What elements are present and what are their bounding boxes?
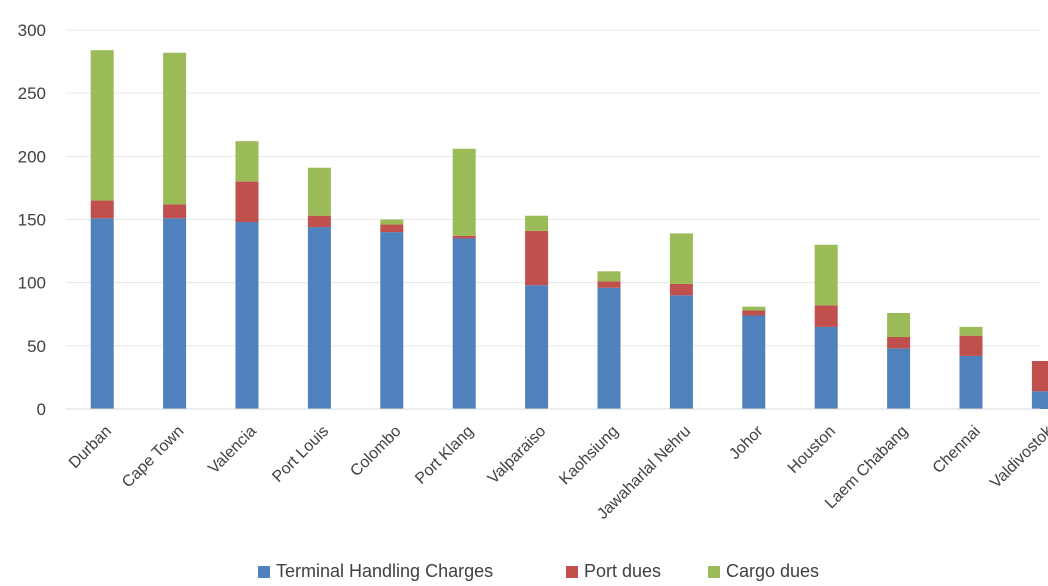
- bar-segment: [380, 232, 404, 409]
- legend: Terminal Handling Charges Port dues Cargo …: [258, 561, 819, 581]
- bars: [90, 50, 1048, 409]
- x-tick-label: Chennai: [930, 423, 984, 477]
- bar-segment: [90, 200, 114, 219]
- bar-segment: [814, 326, 838, 409]
- x-tick-label: Durban: [66, 423, 115, 472]
- x-tick-label: Valdivostok: [987, 422, 1048, 492]
- bar-segment: [959, 335, 983, 356]
- bar-segment: [669, 233, 693, 284]
- bar-segment: [814, 244, 838, 306]
- bar-segment: [597, 287, 621, 409]
- legend-swatch: [566, 566, 578, 578]
- bar-segment: [742, 315, 766, 409]
- x-tick-label: Port Louis: [269, 423, 332, 486]
- bar-segment: [163, 218, 187, 409]
- bar-segment: [307, 215, 331, 228]
- legend-item: Cargo dues: [708, 561, 819, 581]
- bar-segment: [163, 204, 187, 219]
- y-tick-label: 50: [27, 337, 46, 356]
- y-tick-label: 0: [37, 400, 46, 419]
- bar-segment: [525, 285, 549, 409]
- legend-swatch: [258, 566, 270, 578]
- bar-segment: [814, 305, 838, 327]
- bar-segment: [525, 215, 549, 231]
- bar-segment: [742, 306, 766, 311]
- bar-segment: [887, 312, 911, 337]
- bar-segment: [90, 218, 114, 409]
- x-tick-label: Valparaiso: [485, 423, 550, 488]
- bar-segment: [163, 52, 187, 205]
- bar-segment: [380, 219, 404, 225]
- bar-segment: [452, 238, 476, 409]
- x-tick-label: Cape Town: [119, 423, 187, 491]
- x-tick-label: Valencia: [205, 423, 260, 478]
- bar-segment: [380, 224, 404, 233]
- bar-segment: [1031, 360, 1048, 392]
- bar-segment: [742, 310, 766, 316]
- y-tick-label: 250: [18, 84, 46, 103]
- y-tick-label: 200: [18, 147, 46, 166]
- bar-segment: [452, 235, 476, 239]
- bar-segment: [525, 230, 549, 286]
- bar-segment: [90, 50, 114, 201]
- x-tick-label: Johor: [726, 422, 767, 463]
- y-tick-label: 300: [18, 21, 46, 40]
- bar-segment: [959, 355, 983, 409]
- y-tick-label: 150: [18, 211, 46, 230]
- bar-segment: [669, 283, 693, 296]
- y-axis-tick-labels: 0 50 100 150 200 250 300: [18, 21, 46, 419]
- bar-segment: [887, 348, 911, 409]
- bar-segment: [669, 295, 693, 409]
- bar-segment: [235, 181, 259, 223]
- x-tick-label: Kaohsiung: [556, 423, 621, 488]
- y-tick-label: 100: [18, 274, 46, 293]
- bar-segment: [1031, 391, 1048, 409]
- bar-segment: [235, 141, 259, 182]
- legend-swatch: [708, 566, 720, 578]
- bar-segment: [307, 227, 331, 409]
- bar-segment: [887, 336, 911, 349]
- gridlines: [66, 29, 1040, 347]
- legend-item: Terminal Handling Charges: [258, 561, 493, 581]
- legend-item: Port dues: [566, 561, 661, 581]
- bar-segment: [235, 222, 259, 409]
- bar-segment: [597, 281, 621, 288]
- x-tick-label: Colombo: [347, 423, 404, 480]
- bar-segment: [597, 271, 621, 282]
- x-tick-label: Port Klang: [412, 423, 477, 488]
- legend-label: Cargo dues: [726, 561, 819, 581]
- bar-segment: [452, 148, 476, 236]
- x-tick-label: Houston: [785, 423, 839, 477]
- legend-label: Terminal Handling Charges: [276, 561, 493, 581]
- bar-segment: [959, 326, 983, 336]
- legend-label: Port dues: [584, 561, 661, 581]
- bar-segment: [307, 167, 331, 216]
- x-axis-tick-labels: Durban Cape Town Valencia Port Louis Colombo…: [66, 422, 1048, 523]
